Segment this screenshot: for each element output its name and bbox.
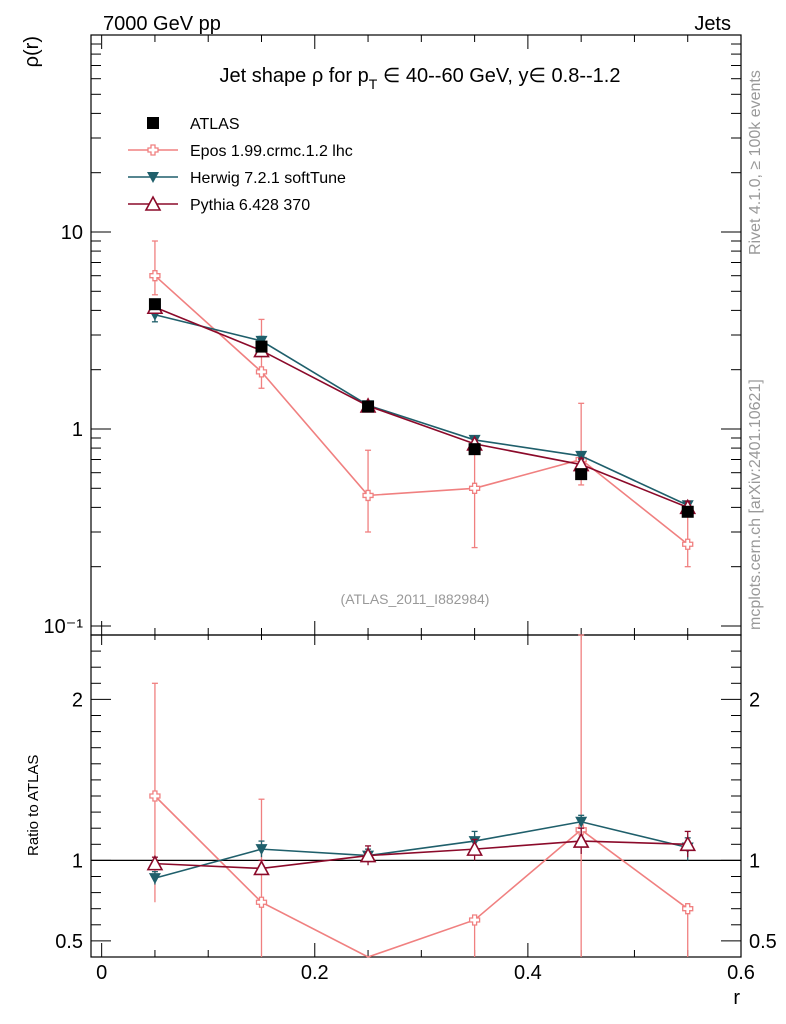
pythia-ratio-point xyxy=(572,832,590,848)
pythia-ratio-point xyxy=(146,854,164,871)
pythia-ratio-point xyxy=(253,859,270,876)
epos-point xyxy=(362,489,374,502)
pythia-ratio-point xyxy=(679,835,697,852)
pythia-ratio-line xyxy=(154,840,688,870)
legend-herwig-marker xyxy=(147,172,159,183)
pythia-line xyxy=(154,306,689,509)
y-axis-label: ρ(r) xyxy=(21,36,43,67)
herwig-ratio-point xyxy=(255,844,268,856)
atlas-point xyxy=(468,443,481,456)
chart-title: Jet shape ρ for pT ∈ 40--60 GeV, y∈ 0.8-… xyxy=(220,65,621,92)
atlas-point xyxy=(575,468,588,481)
legend-pythia-marker xyxy=(144,195,162,211)
pythia-ratio-point xyxy=(359,846,377,863)
x-tick-label: 0.4 xyxy=(514,962,542,984)
legend-epos-label: Epos 1.99.crmc.1.2 lhc xyxy=(190,143,353,160)
atlas-point xyxy=(148,298,161,311)
header-left: 7000 GeV pp xyxy=(103,13,221,35)
legend-atlas-marker xyxy=(147,117,159,129)
epos-point xyxy=(149,270,161,282)
epos-line xyxy=(154,275,689,545)
epos-point xyxy=(682,538,694,550)
pythia-ratio-point xyxy=(466,840,483,856)
ratio-tick-label: 1 xyxy=(749,850,760,872)
epos-ratio-line xyxy=(154,795,689,958)
atlas-point xyxy=(362,400,375,413)
legend-atlas-label: ATLAS xyxy=(190,116,240,133)
ratio-tick-label: 0.5 xyxy=(55,931,83,953)
herwig-ratio-line xyxy=(154,820,688,879)
legend-pythia-label: Pythia 6.428 370 xyxy=(190,197,310,214)
header-right: Jets xyxy=(694,13,731,35)
epos-point xyxy=(255,366,268,378)
y-tick-label: 10⁻¹ xyxy=(44,616,84,638)
main-frame xyxy=(90,34,742,636)
ratio-axis-label: Ratio to ATLAS xyxy=(25,755,42,856)
ratio-tick-label: 1 xyxy=(72,850,83,872)
atlas-point xyxy=(681,505,694,518)
y-tick-label: 10 xyxy=(61,222,83,244)
epos-point xyxy=(468,482,481,494)
ref-label: (ATLAS_2011_I882984) xyxy=(341,591,490,607)
legend-herwig-label: Herwig 7.2.1 softTune xyxy=(190,170,346,187)
x-tick-label: 0.2 xyxy=(301,962,329,984)
ratio-frame xyxy=(90,634,742,958)
herwig-ratio-point xyxy=(148,873,161,885)
ratio-tick-label: 2 xyxy=(72,689,83,711)
epos-ratio-point xyxy=(468,914,481,926)
atlas-point xyxy=(255,340,268,353)
herwig-ratio-point xyxy=(575,816,588,828)
x-axis-label: r xyxy=(733,987,740,1009)
x-tick-label: 0.6 xyxy=(727,962,755,984)
epos-ratio-point xyxy=(255,896,268,908)
ratio-tick-label: 2 xyxy=(749,689,760,711)
legend-epos-marker xyxy=(147,144,159,156)
mcplots-label: mcplots.cern.ch [arXiv:2401.10621] xyxy=(747,379,764,630)
epos-ratio-point xyxy=(682,903,694,915)
x-tick-label: 0 xyxy=(96,962,107,984)
herwig-line xyxy=(154,313,689,506)
ratio-tick-label: 0.5 xyxy=(749,931,777,953)
y-tick-label: 1 xyxy=(72,419,83,441)
epos-ratio-point xyxy=(149,790,161,802)
rivet-label: Rivet 4.1.0, ≥ 100k events xyxy=(747,70,764,255)
